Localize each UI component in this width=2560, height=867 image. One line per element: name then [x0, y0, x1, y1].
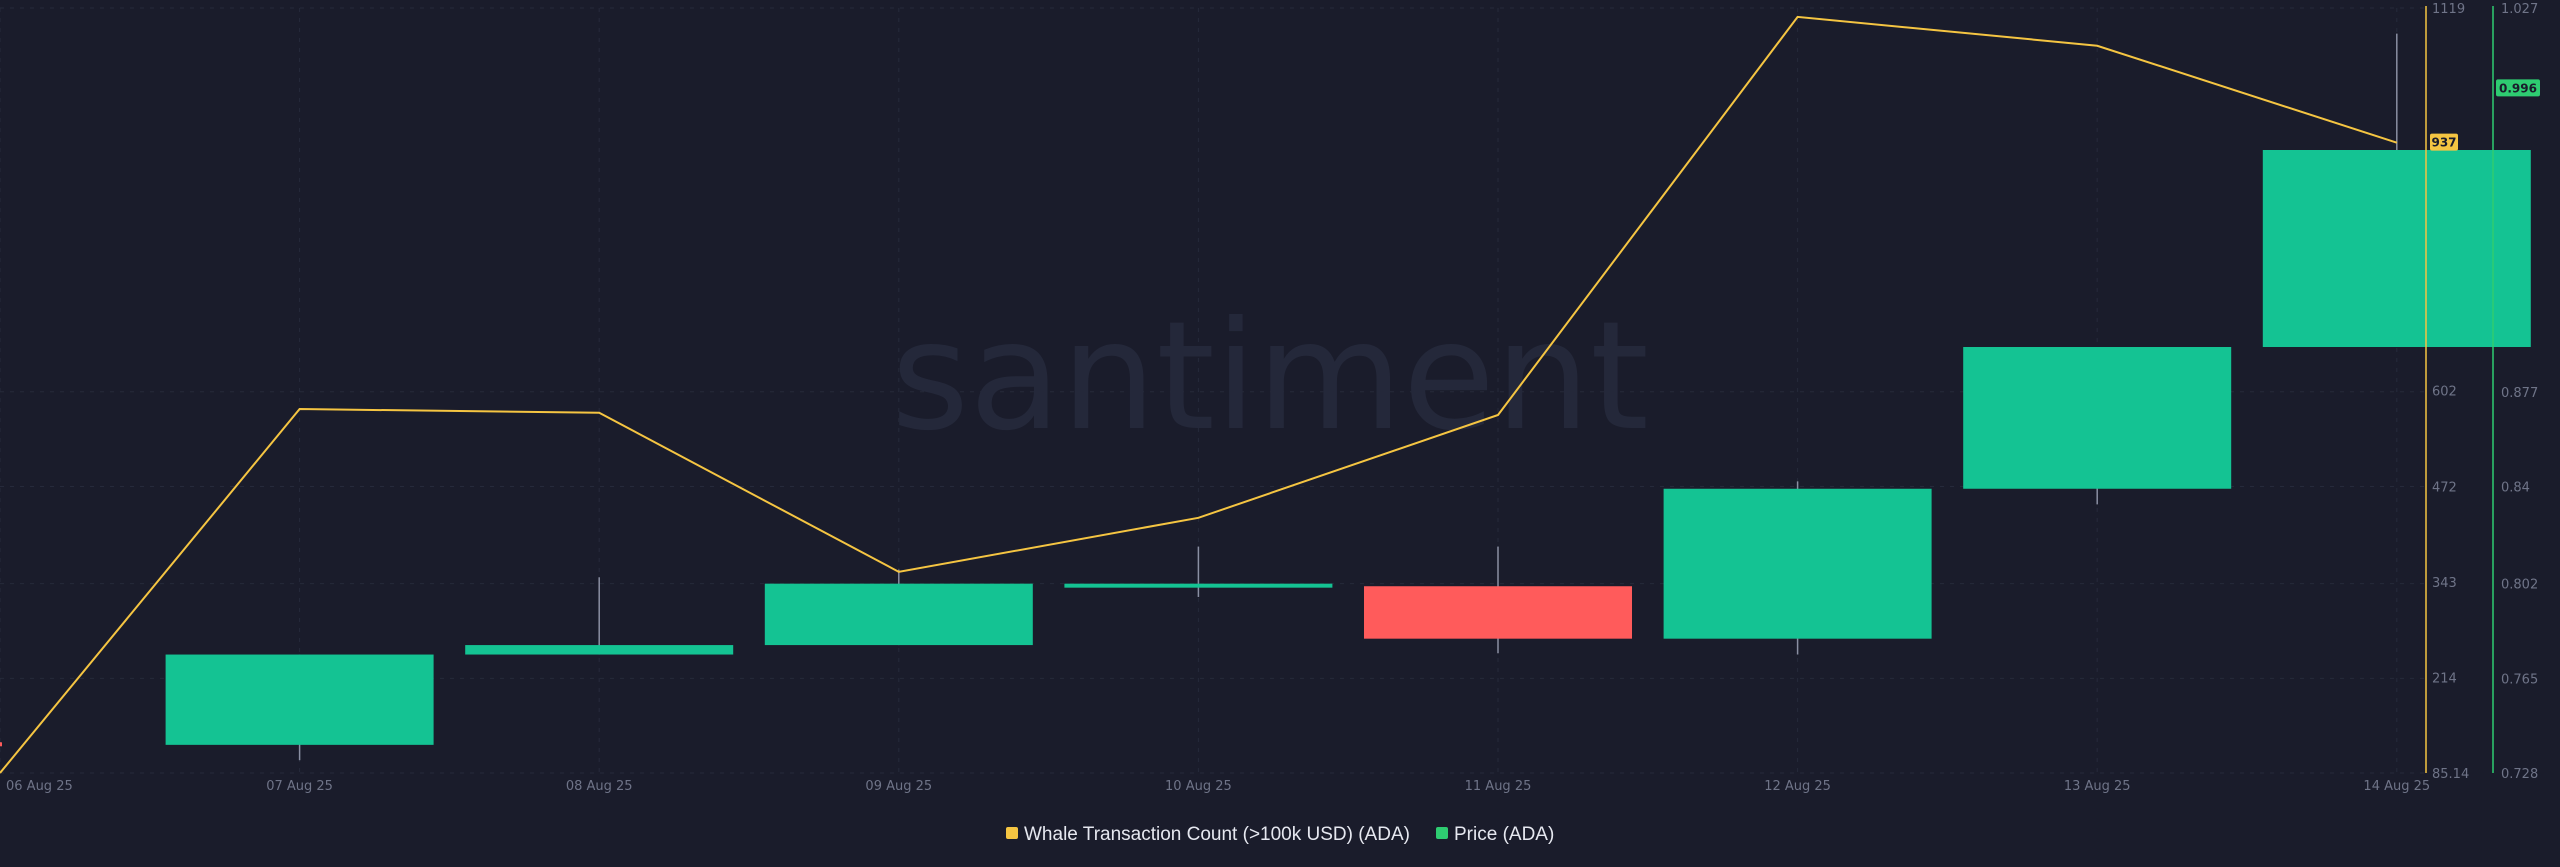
left-axis-tick: 85.14 — [2432, 767, 2469, 782]
price-last-value-badge — [2496, 79, 2540, 97]
x-axis-tick: 08 Aug 25 — [566, 779, 633, 794]
x-axis-tick: 11 Aug 25 — [1465, 779, 1532, 794]
left-axis-tick: 602 — [2432, 385, 2457, 400]
x-axis-tick: 07 Aug 25 — [266, 779, 333, 794]
candle-body — [764, 583, 1033, 646]
x-axis-tick: 10 Aug 25 — [1165, 779, 1232, 794]
x-axis-tick: 09 Aug 25 — [865, 779, 932, 794]
left-axis-tick: 472 — [2432, 481, 2457, 496]
candle-body — [2262, 149, 2531, 348]
whale-last-value-text: 937 — [2431, 136, 2456, 150]
x-axis-tick: 12 Aug 25 — [1764, 779, 1831, 794]
right-axis-tick: 0.802 — [2501, 578, 2538, 593]
candle-body — [1663, 488, 1932, 639]
whale-last-value-badge — [2430, 133, 2458, 151]
legend-swatch-whale — [1006, 827, 1018, 839]
legend[interactable]: Whale Transaction Count (>100k USD) (ADA… — [1006, 824, 1554, 845]
price-last-value-text: 0.996 — [2499, 81, 2537, 95]
candle-body — [465, 645, 734, 655]
axes: 1119 602 472 343 214 85.14 1.027 0.877 0.84 0.802… — [2425, 2, 2540, 782]
x-axis-tick: 14 Aug 25 — [2363, 779, 2430, 794]
right-axis-tick: 1.027 — [2501, 2, 2538, 17]
left-axis-tick: 214 — [2432, 672, 2457, 687]
right-axis-tick: 0.765 — [2501, 672, 2538, 687]
left-axis-tick: 343 — [2432, 576, 2457, 591]
right-axis-tick: 0.84 — [2501, 480, 2530, 495]
x-axis-tick: 13 Aug 25 — [2064, 779, 2131, 794]
candle-body — [165, 654, 434, 745]
x-axis-labels: 06 Aug 25 07 Aug 25 08 Aug 25 09 Aug 25 10 A… — [6, 779, 2430, 794]
x-axis-tick: 06 Aug 25 — [6, 779, 73, 794]
legend-label-whale[interactable]: Whale Transaction Count (>100k USD) (ADA… — [1024, 824, 1410, 845]
right-axis-tick: 0.877 — [2501, 386, 2538, 401]
left-axis-tick: 1119 — [2432, 2, 2465, 17]
candle-body — [1064, 583, 1333, 588]
whale-line — [0, 15, 2398, 774]
candle-body — [1963, 347, 2232, 489]
watermark: santiment — [891, 290, 1649, 464]
price-candles — [0, 33, 2531, 761]
candle-body — [0, 742, 2, 747]
legend-label-price[interactable]: Price (ADA) — [1454, 824, 1554, 845]
right-axis-tick: 0.728 — [2501, 767, 2538, 782]
legend-swatch-price — [1436, 827, 1448, 839]
candle-body — [1364, 586, 1632, 639]
